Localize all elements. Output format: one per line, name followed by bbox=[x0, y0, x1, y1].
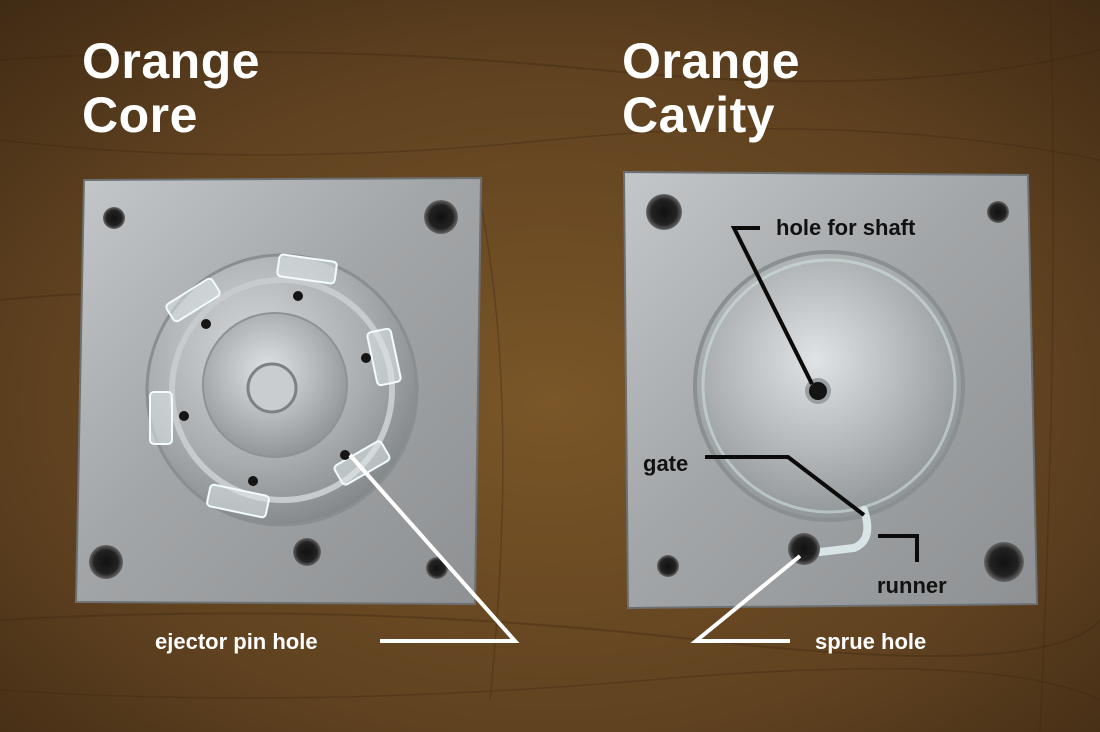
gate-leader bbox=[705, 455, 866, 517]
sprue-hole-leader bbox=[690, 554, 802, 643]
cavity-title: Orange Cavity bbox=[622, 34, 800, 142]
leader-lines-dark bbox=[705, 226, 919, 562]
runner-leader bbox=[878, 534, 919, 562]
runner-channel bbox=[816, 506, 872, 556]
cavity-plate bbox=[622, 170, 1039, 610]
gate-label: gate bbox=[643, 451, 689, 476]
runner-label: runner bbox=[877, 573, 947, 598]
hole-for-shaft-label: hole for shaft bbox=[776, 215, 916, 240]
core-title-line1: Orange bbox=[82, 33, 261, 89]
hole-for-shaft-leader bbox=[730, 226, 814, 385]
core-gate-slots bbox=[149, 253, 402, 519]
core-bolt-hole bbox=[89, 545, 123, 579]
cavity-bolt-hole bbox=[987, 201, 1009, 223]
cavity-title-line2: Cavity bbox=[622, 87, 776, 143]
core-shaft-boss bbox=[246, 362, 298, 414]
core-bolt-hole bbox=[293, 538, 321, 566]
leader-lines-white bbox=[348, 453, 802, 643]
ejector-pin-hole-label: ejector pin hole bbox=[155, 629, 318, 654]
core-bolt-hole bbox=[103, 207, 125, 229]
core-bolt-hole bbox=[426, 557, 448, 579]
cavity-title-line1: Orange bbox=[622, 33, 801, 89]
core-title-line2: Core bbox=[82, 87, 198, 143]
ejector-pin-hole bbox=[179, 291, 371, 486]
core-plate bbox=[74, 176, 483, 606]
cavity-bolt-hole bbox=[984, 542, 1024, 582]
core-ring bbox=[169, 277, 395, 503]
cavity-pocket-rim bbox=[701, 258, 957, 514]
ejector-pin-leader bbox=[348, 453, 520, 643]
core-bolt-hole bbox=[424, 200, 458, 234]
shaft-hole bbox=[805, 378, 831, 404]
core-title: Orange Core bbox=[82, 34, 260, 142]
cavity-bolt-hole bbox=[657, 555, 679, 577]
cavity-bolt-hole bbox=[646, 194, 682, 230]
sprue-hole-label: sprue hole bbox=[815, 629, 927, 654]
